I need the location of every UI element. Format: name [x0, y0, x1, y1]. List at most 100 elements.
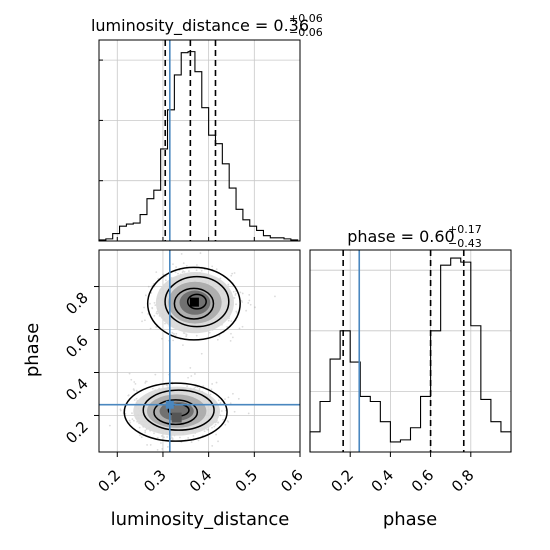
- sample-point: [192, 435, 195, 437]
- sample-point: [172, 339, 175, 342]
- sample-point: [132, 388, 135, 391]
- phase-x-tick-label: 0.2: [327, 466, 357, 496]
- sample-point: [131, 418, 134, 421]
- sample-point: [218, 334, 221, 337]
- sample-point: [163, 436, 165, 439]
- sample-point: [198, 387, 201, 390]
- x-axis-label-phase: phase: [383, 509, 437, 530]
- sample-point: [177, 272, 179, 275]
- sample-point: [132, 419, 135, 422]
- y-tick-label: 0.6: [62, 332, 92, 362]
- sample-point: [254, 306, 256, 309]
- phase-histogram-frame: [309, 249, 512, 453]
- sample-point: [194, 373, 196, 375]
- density-peak-lower: [171, 412, 182, 423]
- sample-point: [151, 306, 154, 309]
- sample-point: [144, 319, 146, 322]
- sample-point: [149, 444, 152, 446]
- x-tick-label: 0.2: [95, 466, 125, 496]
- sample-point: [215, 381, 218, 384]
- sample-point: [199, 252, 202, 254]
- sample-point: [182, 262, 185, 265]
- sample-point: [160, 337, 163, 340]
- sample-point: [164, 279, 167, 282]
- sample-point: [197, 439, 200, 442]
- sample-point: [144, 380, 147, 383]
- sample-point: [165, 384, 168, 387]
- sample-point: [224, 423, 227, 426]
- phase-histogram-steps: [309, 257, 512, 452]
- sample-point: [241, 325, 244, 328]
- x-tick-label: 0.3: [140, 466, 170, 496]
- sample-point: [238, 327, 241, 330]
- sample-point: [235, 303, 237, 306]
- phase-vs-distance-frame: [98, 249, 301, 453]
- sample-point: [247, 412, 250, 415]
- phase-title: phase = 0.60: [347, 227, 454, 246]
- sample-point: [133, 389, 136, 392]
- sample-point: [229, 402, 232, 405]
- sample-point: [217, 421, 219, 424]
- sample-point: [237, 397, 240, 400]
- sample-point: [153, 301, 156, 304]
- x-tick-label: 0.4: [186, 466, 216, 496]
- phase-x-tick-label: 0.4: [368, 466, 398, 496]
- phase-x-tick-label: 0.8: [448, 466, 478, 496]
- sample-point: [206, 428, 209, 431]
- sample-point: [147, 285, 150, 288]
- x-axis-label-luminosity-distance: luminosity_distance: [111, 509, 290, 530]
- contour-mode-1-1: [142, 389, 215, 431]
- sample-point: [187, 436, 190, 439]
- sample-point: [127, 394, 130, 397]
- contour-mode-0-1: [164, 275, 230, 328]
- sample-point: [217, 421, 220, 424]
- sample-point: [156, 312, 159, 315]
- luminosity-distance-histogram-frame: [98, 39, 301, 242]
- contour-mode-1-2: [153, 399, 199, 426]
- sample-point: [209, 393, 212, 396]
- luminosity-distance-histogram-steps: [98, 51, 299, 241]
- sample-point: [208, 331, 211, 334]
- sample-point: [119, 409, 122, 412]
- sample-point: [156, 436, 159, 439]
- truth-marker: [165, 400, 174, 409]
- sample-point: [224, 398, 226, 401]
- luminosity-distance-lower-error: −0.06: [289, 26, 323, 39]
- contour-mode-0-2: [173, 287, 215, 320]
- y-tick-label: 0.4: [62, 375, 92, 405]
- sample-point: [190, 375, 193, 377]
- sample-point: [154, 304, 157, 307]
- sample-point: [215, 268, 218, 271]
- sample-point: [149, 327, 152, 330]
- sample-point: [144, 431, 147, 434]
- sample-point: [247, 302, 250, 304]
- density-peak-upper: [189, 297, 199, 307]
- sample-point: [153, 432, 155, 435]
- sample-point: [249, 303, 252, 306]
- sample-point: [155, 326, 158, 328]
- sample-point: [129, 421, 132, 424]
- sample-point: [230, 274, 233, 277]
- sample-point: [227, 319, 230, 322]
- sample-point: [144, 429, 147, 432]
- sample-point: [131, 412, 133, 415]
- sample-point: [139, 434, 141, 437]
- sample-point: [200, 269, 203, 272]
- sample-point: [227, 421, 230, 423]
- sample-point: [143, 306, 145, 309]
- sample-point: [233, 410, 236, 413]
- sample-point: [248, 299, 251, 302]
- sample-point: [234, 294, 237, 296]
- sample-point: [160, 435, 163, 437]
- sample-point: [219, 402, 222, 404]
- sample-point: [160, 442, 162, 444]
- sample-point: [185, 335, 188, 338]
- sample-point: [241, 292, 244, 295]
- sample-point: [141, 311, 144, 314]
- sample-point: [135, 389, 138, 392]
- sample-point: [172, 332, 175, 335]
- sample-point: [216, 338, 219, 341]
- sample-point: [185, 265, 188, 267]
- contour-mode-0-3: [186, 293, 207, 310]
